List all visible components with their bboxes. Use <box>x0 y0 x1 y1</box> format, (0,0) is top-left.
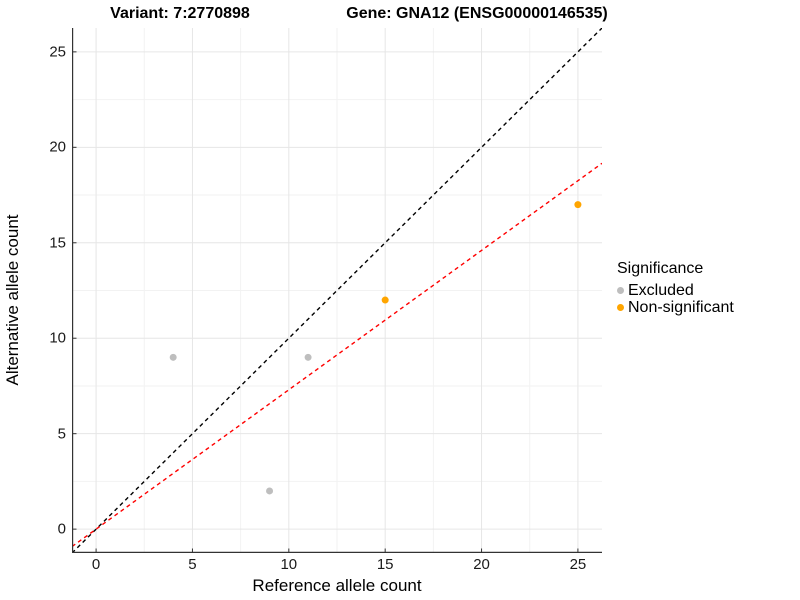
legend-item-non-significant: Non-significant <box>617 299 734 316</box>
legend-item-label: Non-significant <box>628 298 734 316</box>
data-point-excluded <box>266 487 274 495</box>
legend-item-excluded: Excluded <box>617 282 734 299</box>
legend-item-label: Excluded <box>628 281 694 299</box>
x-tick-label: 10 <box>280 556 298 573</box>
y-axis-title: Alternative allele count <box>3 214 22 386</box>
x-axis-title: Reference allele count <box>252 576 422 595</box>
x-tick-label: 20 <box>473 556 490 573</box>
x-tick-label: 25 <box>569 556 587 573</box>
y-tick-label: 5 <box>57 425 66 443</box>
data-point-non-significant <box>381 296 389 304</box>
x-tick-label: 5 <box>188 556 197 573</box>
x-tick-label: 15 <box>376 556 394 573</box>
plot-panel <box>72 28 602 553</box>
x-tick-label: 0 <box>91 556 101 573</box>
legend: Significance Excluded Non-significant <box>617 260 734 316</box>
excluded-point-icon <box>617 287 624 294</box>
legend-title: Significance <box>617 260 704 277</box>
y-tick-label: 10 <box>49 329 66 347</box>
y-tick-label: 20 <box>49 138 66 156</box>
data-point-excluded <box>304 353 312 361</box>
gene-title: Gene: GNA12 (ENSG00000146535) <box>346 5 608 22</box>
non-significant-point-icon <box>617 304 624 311</box>
variant-title: Variant: 7:2770898 <box>110 5 250 22</box>
y-tick-label: 0 <box>57 520 66 538</box>
y-tick-label: 15 <box>49 234 66 252</box>
data-point-non-significant <box>574 201 582 209</box>
y-tick-label: 25 <box>49 43 66 61</box>
data-point-excluded <box>169 353 177 361</box>
